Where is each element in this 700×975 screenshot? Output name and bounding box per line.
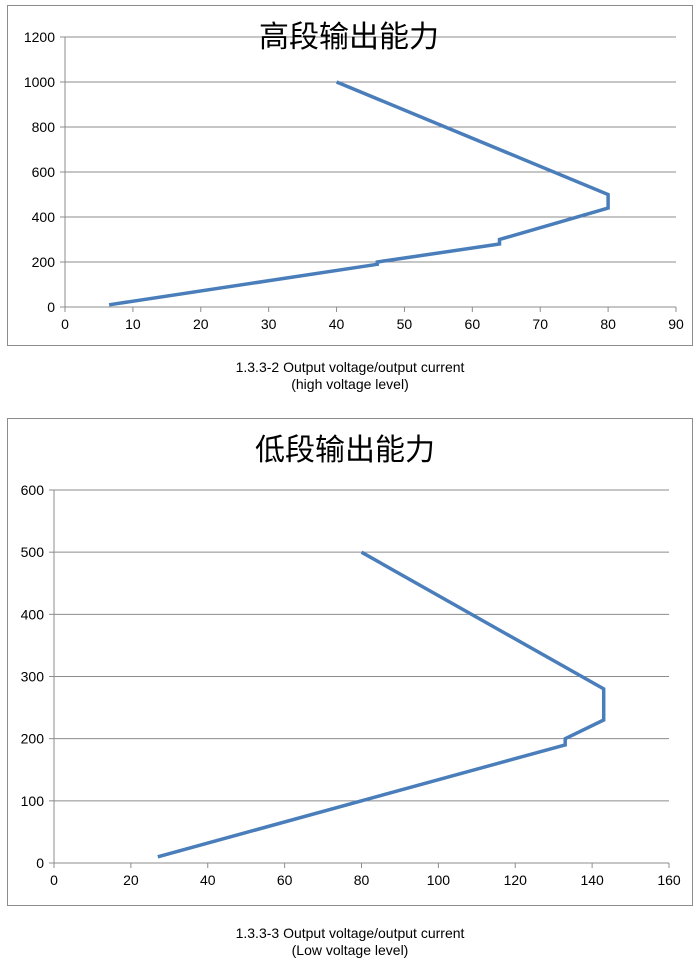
y-tick-label: 600 (32, 164, 56, 180)
caption-low-voltage: 1.3.3-3 Output voltage/output current (L… (0, 925, 700, 959)
x-tick-label: 60 (277, 872, 293, 888)
y-tick-label: 800 (32, 119, 56, 135)
x-tick-label: 40 (329, 316, 345, 332)
y-tick-label: 400 (21, 606, 45, 622)
y-tick-label: 0 (36, 855, 44, 871)
y-tick-label: 0 (47, 299, 55, 315)
chart-high-voltage-frame (7, 5, 693, 346)
y-tick-label: 400 (32, 209, 56, 225)
y-tick-label: 500 (21, 544, 45, 560)
y-tick-label: 300 (21, 669, 45, 685)
chart-title: 高段输出能力 (259, 20, 439, 55)
x-tick-label: 140 (580, 872, 604, 888)
y-tick-label: 200 (21, 731, 45, 747)
x-tick-label: 30 (261, 316, 277, 332)
x-tick-label: 20 (193, 316, 209, 332)
x-tick-label: 10 (125, 316, 141, 332)
chart-title: 低段输出能力 (255, 433, 435, 468)
x-tick-label: 50 (397, 316, 413, 332)
caption-high-voltage: 1.3.3-2 Output voltage/output current (h… (0, 359, 700, 393)
x-tick-label: 20 (123, 872, 139, 888)
x-tick-label: 40 (200, 872, 216, 888)
x-tick-label: 70 (532, 316, 548, 332)
caption-low-voltage-line-1: 1.3.3-3 Output voltage/output current (235, 925, 465, 941)
chart-low-voltage: 0 100 200 300 400 500 600 0 20 40 60 80 100 120 140 160… (21, 433, 681, 888)
x-tick-label: 80 (600, 316, 616, 332)
caption-high-voltage-line-1: 1.3.3-2 Output voltage/output current (235, 359, 465, 375)
x-tick-label: 120 (504, 872, 528, 888)
y-tick-label: 1000 (24, 74, 55, 90)
x-tick-label: 100 (427, 872, 451, 888)
y-tick-label: 100 (21, 793, 45, 809)
x-tick-label: 80 (354, 872, 370, 888)
x-tick-label: 0 (50, 872, 58, 888)
caption-high-voltage-line-2: (high voltage level) (291, 376, 409, 392)
x-tick-label: 160 (657, 872, 681, 888)
chart-low-voltage-frame (7, 418, 693, 906)
x-tick-label: 60 (465, 316, 481, 332)
series-line (108, 80, 610, 307)
x-tick-label: 0 (61, 316, 69, 332)
series-line (157, 550, 606, 859)
y-tick-label: 600 (21, 482, 45, 498)
caption-low-voltage-line-2: (Low voltage level) (291, 942, 409, 958)
y-tick-label: 200 (32, 254, 56, 270)
x-tick-label: 90 (668, 316, 684, 332)
chart-high-voltage: 0 200 400 600 800 1000 1200 0 10 20 30 40 50 60 70 80 90… (24, 20, 684, 332)
y-tick-label: 1200 (24, 29, 55, 45)
